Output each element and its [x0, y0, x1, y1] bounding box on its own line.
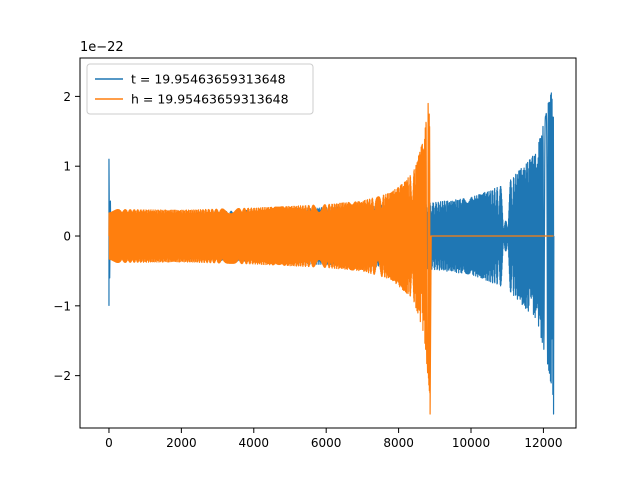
- x-tick-label: 4000: [239, 436, 270, 450]
- plot-area: [79, 57, 577, 429]
- y-tick-label: −1: [53, 299, 71, 313]
- x-tick-label: 0: [105, 436, 113, 450]
- axes-frame: [79, 57, 577, 429]
- legend-label: t = 19.95463659313648: [131, 72, 286, 87]
- x-tick-label: 12000: [524, 436, 562, 450]
- y-offset-label: 1e−22: [80, 40, 124, 55]
- y-tick-label: 0: [63, 230, 71, 244]
- x-tick-label: 8000: [383, 436, 414, 450]
- x-tick-label: 6000: [311, 436, 342, 450]
- y-tick-label: 2: [63, 90, 71, 104]
- legend-box: [86, 63, 314, 115]
- legend: t = 19.95463659313648 h = 19.954636593136…: [86, 63, 314, 115]
- y-tick-label: −2: [53, 369, 71, 383]
- x-tick-label: 2000: [166, 436, 197, 450]
- legend-items: t = 19.95463659313648 h = 19.954636593136…: [95, 72, 289, 107]
- x-tick-label: 10000: [452, 436, 490, 450]
- series-layer: [108, 92, 555, 415]
- x-axis: 0 2000 4000 6000 8000 10000 12000: [105, 428, 563, 450]
- series-line-h: [108, 102, 554, 415]
- y-tick-label: 1: [63, 160, 71, 174]
- y-axis: −2 −1 0 1 2: [53, 90, 80, 383]
- legend-label: h = 19.95463659313648: [131, 92, 289, 107]
